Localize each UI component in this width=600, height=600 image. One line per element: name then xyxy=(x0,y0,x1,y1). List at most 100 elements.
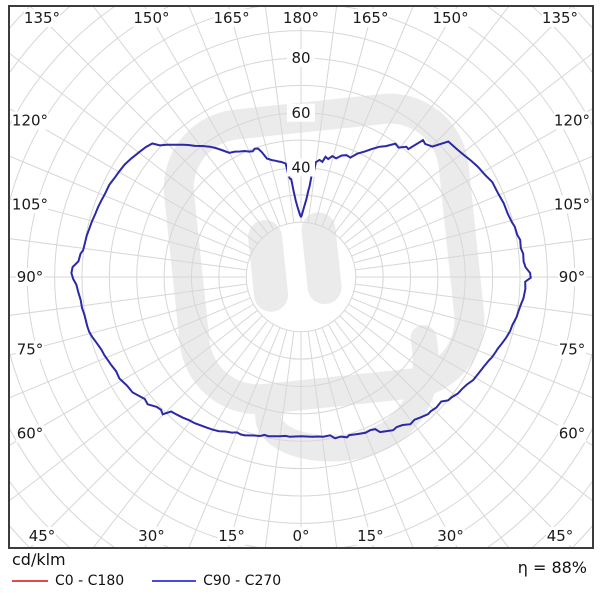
grid-spoke xyxy=(93,320,269,547)
grid-spoke xyxy=(321,327,414,547)
ring-label-mask xyxy=(287,49,315,67)
angle-label-mask xyxy=(436,527,465,545)
grid-spoke xyxy=(333,7,509,234)
angle-label: 75° xyxy=(559,341,586,359)
grid-spoke xyxy=(314,7,374,225)
angle-label-mask xyxy=(133,9,170,27)
angle-label-mask xyxy=(291,527,311,545)
angle-label-mask xyxy=(24,9,60,27)
angle-label-mask xyxy=(283,9,319,27)
watermark-cable xyxy=(255,325,439,462)
angle-label: 135° xyxy=(542,9,578,27)
angle-label: 90° xyxy=(17,268,44,286)
angle-label-mask xyxy=(356,527,385,545)
angle-label: 105° xyxy=(554,195,590,213)
angle-label-mask xyxy=(12,111,48,130)
angle-label-mask xyxy=(137,527,166,545)
angle-label-mask xyxy=(12,195,48,214)
angle-label-mask xyxy=(352,9,389,27)
radial-tick-labels: 40 60 80 xyxy=(287,49,315,177)
grid-spoke xyxy=(30,7,263,239)
angle-label-mask xyxy=(432,9,469,27)
grid-spoke xyxy=(188,327,281,547)
angle-label: 45° xyxy=(547,527,574,545)
grid-spoke xyxy=(10,297,251,399)
grid-spoke xyxy=(10,53,258,245)
grid-spoke xyxy=(10,238,247,271)
grid-spoke xyxy=(228,7,288,225)
ring-label: 60 xyxy=(291,104,310,122)
legend-label: C0 - C180 xyxy=(55,573,125,589)
grid-spoke xyxy=(30,315,263,547)
grid-spoke xyxy=(144,324,275,547)
angle-label: 60° xyxy=(17,424,44,442)
watermark-prong-right xyxy=(301,212,342,305)
angle-label-mask xyxy=(558,424,586,443)
angle-label-mask xyxy=(554,111,590,130)
grid-spoke xyxy=(339,315,572,547)
angle-label: 15° xyxy=(218,527,245,545)
grid-spoke xyxy=(344,309,592,501)
angle-label-mask xyxy=(217,527,246,545)
grid-spoke xyxy=(307,331,338,547)
grid-spoke xyxy=(10,283,247,316)
grid-spoke xyxy=(333,320,509,547)
grid-spoke xyxy=(10,198,249,264)
grid-spoke xyxy=(10,303,254,446)
ring-label: 40 xyxy=(291,159,310,177)
grid-spoke xyxy=(353,290,592,356)
angle-label-mask xyxy=(16,424,44,443)
angle-label: 165° xyxy=(352,9,388,27)
angle-label-mask xyxy=(546,527,574,545)
angle-label: 60° xyxy=(559,424,586,442)
angle-label: 105° xyxy=(12,195,48,213)
curve-C90-C270 xyxy=(70,138,532,440)
legend-item: C0 - C180 xyxy=(12,573,124,589)
ring-label: 80 xyxy=(291,49,310,67)
grid-spoke xyxy=(355,238,592,271)
grid-spoke xyxy=(314,329,374,547)
grid-spoke xyxy=(264,331,295,547)
angle-label-mask xyxy=(554,195,590,214)
grid-spoke xyxy=(344,53,592,245)
angle-label: 0° xyxy=(292,527,309,545)
angle-label-mask xyxy=(558,340,586,359)
grid-spoke xyxy=(351,297,592,399)
unit-label: cd/klm xyxy=(12,550,66,569)
legend-strip: cd/klm C0 - C180 C90 - C270 η = 88% xyxy=(0,549,600,600)
legend: C0 - C180 C90 - C270 xyxy=(12,573,281,589)
efficiency-label: η = 88% xyxy=(517,558,587,577)
angle-label: 45° xyxy=(29,527,56,545)
angle-label: 75° xyxy=(17,341,44,359)
grid-spoke xyxy=(93,7,269,234)
angle-label: 135° xyxy=(24,9,60,27)
grid-spoke xyxy=(228,329,288,547)
legend-label: C90 - C270 xyxy=(203,573,282,589)
legend-line xyxy=(152,580,197,582)
grid-spoke xyxy=(339,7,572,239)
angle-label: 180° xyxy=(283,9,319,27)
angle-label-mask xyxy=(542,9,578,27)
angle-label: 120° xyxy=(554,112,590,130)
grid-spoke xyxy=(348,303,592,446)
angle-label-mask xyxy=(213,9,250,27)
grid-spoke xyxy=(10,108,254,251)
angle-label-mask xyxy=(16,268,44,286)
angle-label: 120° xyxy=(12,112,48,130)
grid-spoke xyxy=(321,7,414,227)
ring-label-mask xyxy=(287,103,315,122)
grid-spoke xyxy=(10,309,258,501)
intensity-curves xyxy=(70,138,532,440)
legend-item: C90 - C270 xyxy=(152,573,281,589)
polar-chart: 40 60 80 0° 15° 15° 30° 30° 45° 45° 60° 60° 75° 75° 9… xyxy=(8,5,594,549)
grid-spoke xyxy=(10,290,249,356)
grid-spoke xyxy=(307,7,338,223)
angle-tick-labels: 0° 15° 15° 30° 30° 45° 45° 60° 60° 75° 75° 90° 90° 10… xyxy=(12,9,590,545)
plot-frame xyxy=(8,5,594,549)
legend-line xyxy=(12,580,48,582)
angle-label: 165° xyxy=(214,9,250,27)
grid-spoke xyxy=(144,7,275,230)
angle-label: 90° xyxy=(559,268,586,286)
angle-label-mask xyxy=(16,340,44,359)
